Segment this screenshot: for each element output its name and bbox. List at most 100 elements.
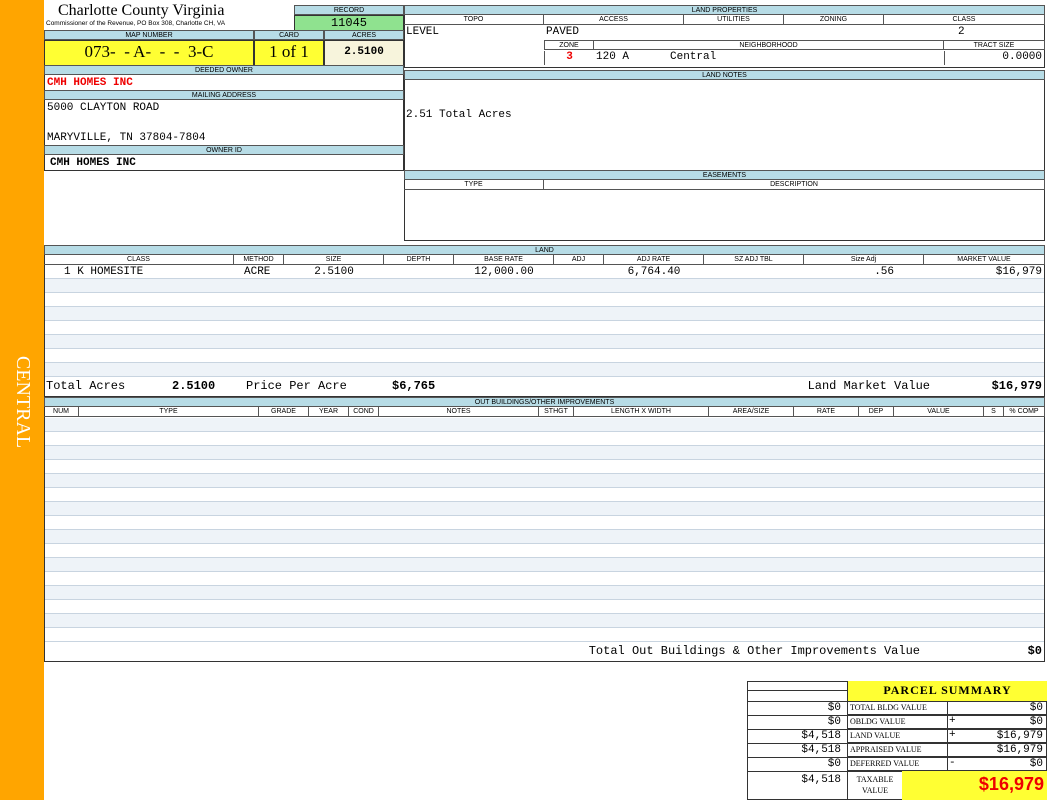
table-row <box>45 530 1044 544</box>
section-label: ACRES <box>324 30 404 40</box>
access: PAVED <box>546 26 580 38</box>
table-row <box>45 488 1044 502</box>
land-cell: ACRE <box>244 266 271 278</box>
table-row <box>45 432 1044 446</box>
summary-left: $0 <box>747 701 847 715</box>
total-value: $16,979 <box>991 379 1042 393</box>
column-header: AREA/SIZE <box>709 407 794 417</box>
card: 1 of 1 <box>254 40 324 66</box>
column-header: TYPE <box>79 407 259 417</box>
taxable-value: $16,979 <box>902 771 1047 800</box>
summary-label: LAND VALUE <box>847 729 947 743</box>
summary-value: $16,979 <box>947 729 1047 743</box>
land-cell: 1 K HOMESITE <box>64 266 144 278</box>
section-label: OUT BUILDINGS/OTHER IMPROVEMENTS <box>44 397 1045 407</box>
table-row <box>45 600 1044 614</box>
summary-title: PARCEL SUMMARY <box>847 681 1047 701</box>
column-header: DEP <box>859 407 894 417</box>
summary-value: $0 <box>947 757 1047 771</box>
column-header: SIZE <box>284 255 384 265</box>
section-label: LAND NOTES <box>404 70 1045 80</box>
land-cell: 12,000.00 <box>474 266 534 278</box>
summary-left: $4,518 <box>747 771 847 800</box>
summary-value: $16,979 <box>947 743 1047 757</box>
summary-left: $4,518 <box>747 743 847 757</box>
column-header: TYPE <box>404 180 544 190</box>
column-header: LENGTH X WIDTH <box>574 407 709 417</box>
column-header: NEIGHBORHOOD <box>594 40 944 50</box>
section-label: LAND PROPERTIES <box>404 5 1045 15</box>
land-cell: .56 <box>874 266 894 278</box>
summary-label: OBLDG VALUE <box>847 715 947 729</box>
land-cell: 2.5100 <box>314 266 354 278</box>
summary-operator: + <box>949 715 956 727</box>
table-row <box>45 558 1044 572</box>
column-header: DEPTH <box>384 255 454 265</box>
column-header: CLASS <box>884 15 1045 25</box>
column-header: STHGT <box>539 407 574 417</box>
neighborhood: Central <box>670 51 717 63</box>
summary-label: TOTAL BLDG VALUE <box>847 701 947 715</box>
summary-left: $0 <box>747 715 847 729</box>
column-header: GRADE <box>259 407 309 417</box>
sidebar <box>0 0 44 800</box>
land-notes-text: 2.51 Total Acres <box>406 109 512 121</box>
section-label: DEEDED OWNER <box>44 65 404 75</box>
section-label: RECORD <box>294 5 404 15</box>
summary-left: $4,518 <box>747 729 847 743</box>
column-header: NOTES <box>379 407 539 417</box>
section-label: MAP NUMBER <box>44 30 254 40</box>
table-row <box>45 265 1044 279</box>
table-row <box>45 502 1044 516</box>
column-header: BASE RATE <box>454 255 554 265</box>
column-header: TOPO <box>404 15 544 25</box>
table-row <box>45 614 1044 628</box>
total-value: $0 <box>1027 644 1042 658</box>
column-header: TRACT SIZE <box>944 40 1045 50</box>
section-label: EASEMENTS <box>404 170 1045 180</box>
record-number: 11045 <box>294 15 404 31</box>
table-row <box>45 293 1044 307</box>
table-row <box>45 418 1044 432</box>
table-row <box>45 279 1044 293</box>
deeded-owner: CMH HOMES INC <box>47 77 133 89</box>
table-row <box>45 628 1044 642</box>
table-row <box>45 307 1044 321</box>
column-header: UTILITIES <box>684 15 784 25</box>
section-label: CARD <box>254 30 324 40</box>
total-label: Total Out Buildings & Other Improvements… <box>588 644 920 658</box>
table-row <box>45 572 1044 586</box>
summary-operator: + <box>949 729 956 741</box>
table-row <box>45 586 1044 600</box>
column-header: ACCESS <box>544 15 684 25</box>
column-header: ZONE <box>544 40 594 50</box>
column-header: MARKET VALUE <box>924 255 1045 265</box>
sidebar-label: CENTRAL <box>12 355 34 449</box>
table-row <box>45 460 1044 474</box>
column-header: ZONING <box>784 15 884 25</box>
summary-value: $0 <box>947 715 1047 729</box>
address-line: 5000 CLAYTON ROAD <box>47 102 160 114</box>
section-label: LAND <box>44 245 1045 255</box>
column-header: ADJ RATE <box>604 255 704 265</box>
summary-label: DEFERRED VALUE <box>847 757 947 771</box>
column-header: METHOD <box>234 255 284 265</box>
tract-size: 0.0000 <box>944 51 1042 65</box>
address-line: MARYVILLE, TN 37804-7804 <box>47 132 206 144</box>
column-header: RATE <box>794 407 859 417</box>
column-header: NUM <box>44 407 79 417</box>
column-header: VALUE <box>894 407 984 417</box>
column-header: ADJ <box>554 255 604 265</box>
summary-label: APPRAISED VALUE <box>847 743 947 757</box>
owner-id: CMH HOMES INC <box>50 157 136 169</box>
table-row <box>45 321 1044 335</box>
column-header: S <box>984 407 1004 417</box>
table-row <box>45 516 1044 530</box>
section-label: OWNER ID <box>44 145 404 155</box>
column-header: % COMP <box>1004 407 1045 417</box>
summary-operator: - <box>949 757 956 769</box>
total-label: Price Per Acre <box>246 379 347 393</box>
summary-label: TAXABLE VALUE <box>847 771 903 800</box>
summary-blank <box>747 681 847 691</box>
